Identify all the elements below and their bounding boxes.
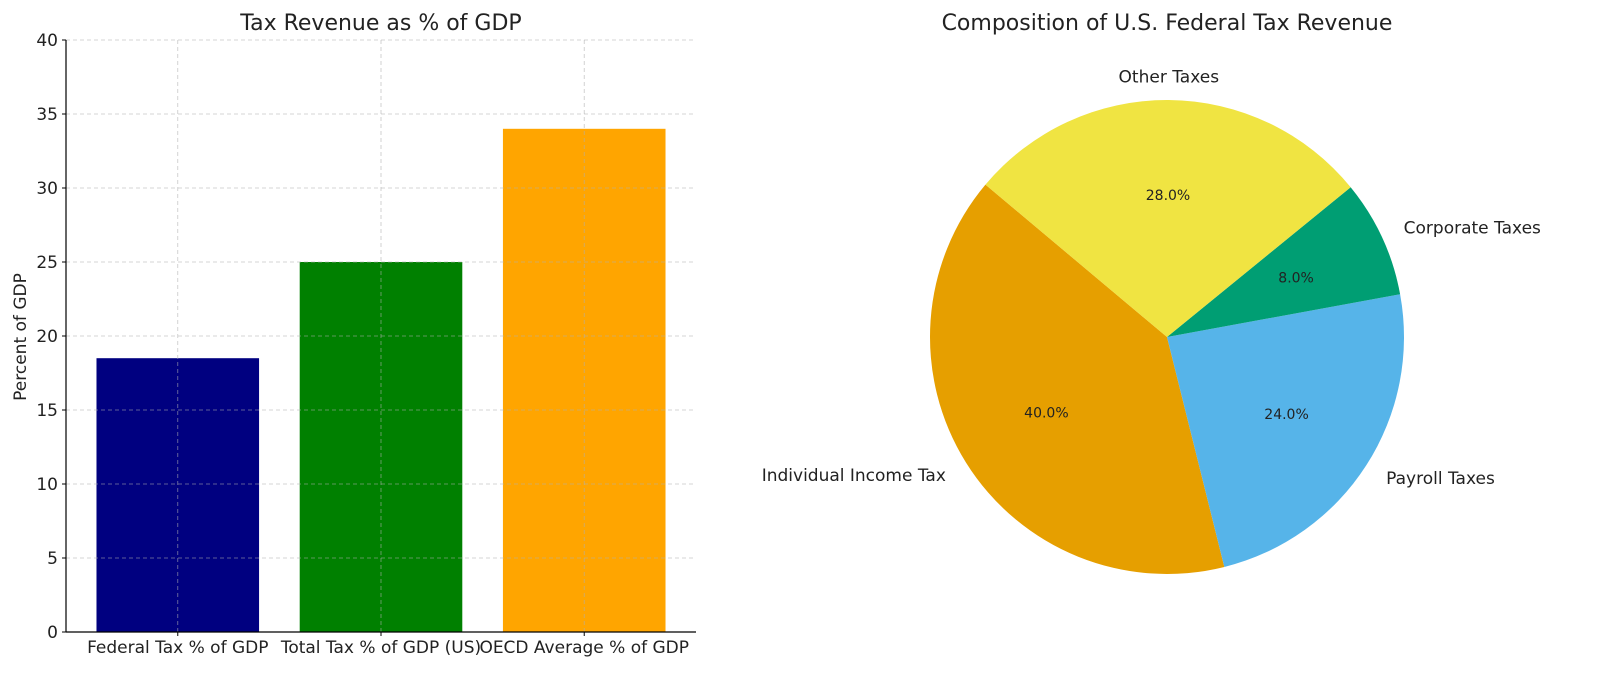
- y-tick-label: 20: [36, 327, 58, 347]
- y-tick-label: 10: [36, 475, 58, 495]
- pie-chart: Composition of U.S. Federal Tax Revenue …: [762, 11, 1541, 574]
- pie-percent-label: 8.0%: [1278, 270, 1314, 286]
- y-tick-label: 0: [47, 623, 58, 643]
- pie-slice: [1167, 187, 1401, 337]
- pie-label: Individual Income Tax: [762, 466, 946, 486]
- y-tick-label: 30: [36, 179, 58, 199]
- pie-chart-title: Composition of U.S. Federal Tax Revenue: [942, 11, 1393, 36]
- y-ticks: 0 5 10 15 20 25 30 35 40: [36, 31, 66, 643]
- y-axis-label: Percent of GDP: [11, 273, 31, 401]
- x-tick-label: Total Tax % of GDP (US): [280, 638, 481, 658]
- pie-slices: [930, 99, 1404, 574]
- x-ticks: Federal Tax % of GDP Total Tax % of GDP (…: [87, 632, 689, 658]
- pie-slice: [985, 99, 1351, 338]
- y-tick-label: 35: [36, 105, 58, 125]
- x-tick-label: Federal Tax % of GDP: [87, 638, 268, 658]
- bar-chart-title: Tax Revenue as % of GDP: [239, 11, 521, 36]
- y-tick-label: 5: [47, 549, 58, 569]
- pie-label: Payroll Taxes: [1386, 469, 1495, 489]
- x-tick-label: OECD Average % of GDP: [479, 638, 689, 658]
- y-tick-label: 25: [36, 253, 58, 273]
- y-tick-label: 40: [36, 31, 58, 51]
- bar: [502, 128, 666, 633]
- pie-percent-label: 24.0%: [1264, 407, 1308, 423]
- pie-percent-label: 40.0%: [1024, 405, 1068, 421]
- pie-label: Corporate Taxes: [1404, 219, 1541, 239]
- bar-chart: Tax Revenue as % of GDP Percent of GDP 0…: [11, 11, 696, 658]
- pie-label: Other Taxes: [1119, 67, 1220, 87]
- pie-slice: [1167, 294, 1404, 567]
- pie-percent-label: 28.0%: [1146, 188, 1190, 204]
- pie-labels: Individual Income Tax 40.0% Payroll Taxes 2…: [762, 67, 1541, 489]
- pie-slice: [930, 184, 1225, 574]
- grid-overlay: [66, 39, 696, 633]
- y-tick-label: 15: [36, 401, 58, 421]
